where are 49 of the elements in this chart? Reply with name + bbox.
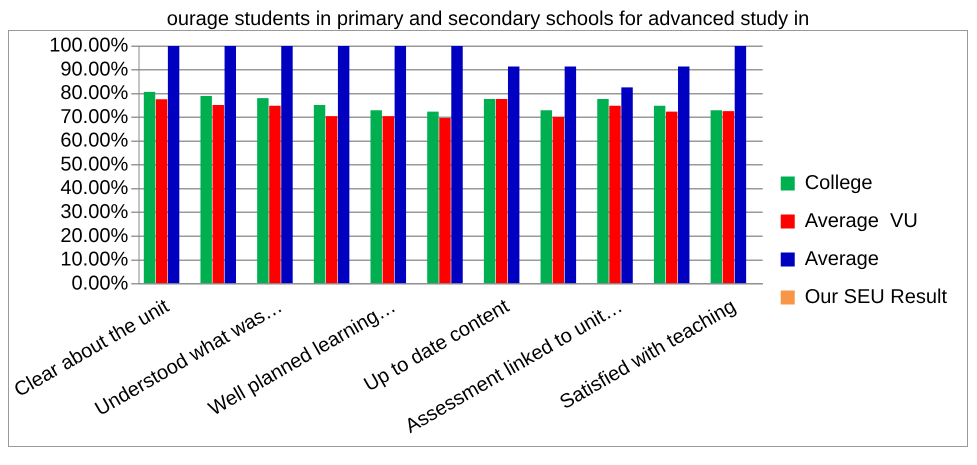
bar — [654, 106, 666, 284]
bar — [552, 116, 564, 284]
bar — [427, 112, 439, 284]
bar — [281, 46, 293, 284]
bar — [314, 104, 326, 284]
y-tick-label: 80.00% — [60, 82, 128, 104]
y-tick-label: 100.00% — [49, 34, 128, 57]
bar — [269, 106, 281, 284]
bar — [156, 99, 168, 284]
bar — [484, 99, 496, 284]
bar — [338, 46, 350, 284]
y-tick-label: 40.00% — [60, 177, 128, 200]
bar — [451, 46, 463, 284]
chart-title: ourage students in primary and secondary schools for advanced study in — [166, 8, 810, 30]
bar — [564, 66, 576, 284]
bar — [540, 110, 552, 284]
bar — [597, 99, 609, 284]
bar — [609, 106, 621, 284]
bar — [370, 110, 382, 284]
bar — [212, 104, 224, 284]
bar — [722, 111, 734, 284]
bar — [621, 87, 633, 284]
bar — [439, 118, 451, 284]
y-tick-label: 60.00% — [60, 130, 128, 152]
bar — [382, 116, 394, 284]
bar — [508, 66, 520, 284]
y-tick-label: 10.00% — [60, 248, 128, 271]
bar — [200, 96, 212, 284]
bar — [257, 98, 269, 284]
legend-label: Our SEU Result — [804, 286, 948, 308]
y-tick-label: 0.00% — [72, 272, 128, 294]
legend-label: Average — [804, 248, 879, 270]
bar — [326, 116, 338, 284]
bar — [168, 46, 180, 284]
y-tick-label: 50.00% — [60, 153, 128, 176]
bar — [394, 46, 406, 284]
bar — [678, 66, 690, 284]
bar — [496, 99, 508, 284]
bar — [144, 92, 156, 284]
legend-label: College — [804, 172, 873, 194]
legend-label: Average VU — [804, 210, 918, 232]
bar — [224, 46, 236, 284]
y-tick-label: 20.00% — [60, 224, 128, 247]
y-tick-label: 70.00% — [60, 106, 128, 128]
bar — [734, 46, 746, 284]
y-tick-label: 30.00% — [60, 200, 128, 223]
bar — [710, 110, 722, 284]
bar — [666, 112, 678, 284]
y-tick-label: 90.00% — [60, 58, 128, 80]
